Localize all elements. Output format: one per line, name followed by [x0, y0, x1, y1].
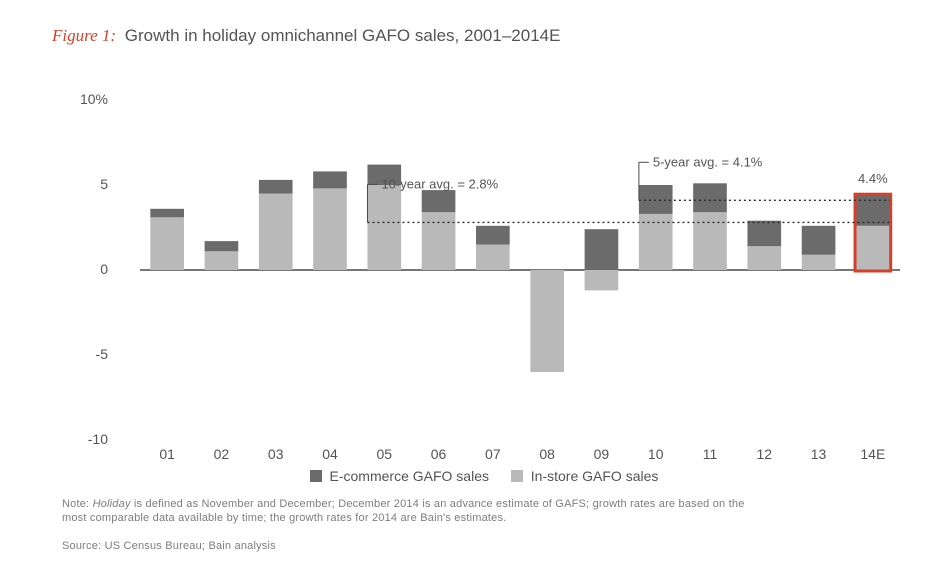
- bar-ecommerce: [585, 229, 619, 270]
- bar-ecommerce: [639, 185, 673, 214]
- x-tick-label: 05: [359, 446, 409, 462]
- bar-ecommerce: [476, 226, 510, 245]
- bar-instore: [693, 212, 727, 270]
- y-tick-label: -10: [68, 431, 108, 447]
- x-tick-label: 08: [522, 446, 572, 462]
- legend-label-instore: In-store GAFO sales: [531, 468, 659, 484]
- bar-ecommerce: [205, 241, 239, 251]
- bar-ecommerce: [422, 190, 456, 212]
- x-tick-label: 14E: [848, 446, 898, 462]
- legend-label-ecommerce: E-commerce GAFO sales: [330, 468, 489, 484]
- bar-instore: [476, 245, 510, 271]
- x-tick-label: 01: [142, 446, 192, 462]
- x-tick-label: 12: [739, 446, 789, 462]
- avg-label: 5-year avg. = 4.1%: [653, 154, 763, 169]
- x-tick-label: 09: [576, 446, 626, 462]
- y-tick-label: 0: [68, 261, 108, 277]
- highlight-label: 4.4%: [858, 171, 888, 186]
- bar-chart-svg: 4.4% 10-year avg. = 2.8% 5-year avg. = 4.1…: [120, 100, 900, 440]
- bar-ecommerce: [313, 171, 347, 188]
- bar-instore: [367, 185, 401, 270]
- legend: E-commerce GAFO sales In-store GAFO sale…: [0, 468, 950, 484]
- bar-instore: [150, 217, 184, 270]
- footnote-note-line2: most comparable data available by time; …: [62, 512, 506, 524]
- x-tick-label: 10: [631, 446, 681, 462]
- bar-instore: [205, 251, 239, 270]
- bar-instore: [856, 226, 890, 270]
- bar-instore: [530, 270, 564, 372]
- bar-instore: [747, 246, 781, 270]
- footnote-note-italic: Holiday: [93, 498, 131, 510]
- bar-ecommerce: [693, 183, 727, 212]
- y-tick-label: -5: [68, 346, 108, 362]
- avg-label: 10-year avg. = 2.8%: [381, 176, 498, 191]
- bar-ecommerce: [150, 209, 184, 218]
- bar-instore: [802, 255, 836, 270]
- bar-instore: [313, 188, 347, 270]
- figure-label: Figure 1:: [52, 26, 116, 45]
- title-line: Figure 1: Growth in holiday omnichannel …: [52, 26, 560, 46]
- footnote-note-line1: Note: Holiday is defined as November and…: [62, 498, 745, 510]
- x-tick-label: 02: [196, 446, 246, 462]
- bar-ecommerce: [747, 221, 781, 247]
- bar-instore: [422, 212, 456, 270]
- footnote-note-rest: is defined as November and December; Dec…: [131, 498, 745, 510]
- x-tick-label: 04: [305, 446, 355, 462]
- footnote-source: Source: US Census Bureau; Bain analysis: [62, 540, 276, 552]
- bar-ecommerce: [259, 180, 293, 194]
- y-tick-label: 10%: [68, 91, 108, 107]
- x-tick-label: 13: [794, 446, 844, 462]
- bar-ecommerce: [802, 226, 836, 255]
- footnote-note-label: Note:: [62, 498, 93, 510]
- x-tick-label: 06: [414, 446, 464, 462]
- chart-title: Growth in holiday omnichannel GAFO sales…: [125, 26, 561, 45]
- y-tick-label: 5: [68, 176, 108, 192]
- x-tick-label: 03: [251, 446, 301, 462]
- chart-area: 4.4% 10-year avg. = 2.8% 5-year avg. = 4.1…: [120, 100, 900, 440]
- bar-instore: [259, 194, 293, 271]
- bar-instore: [585, 270, 619, 290]
- x-tick-label: 11: [685, 446, 735, 462]
- chart-container: Figure 1: Growth in holiday omnichannel …: [0, 0, 950, 579]
- legend-swatch-instore: [511, 470, 523, 482]
- legend-swatch-ecommerce: [310, 470, 322, 482]
- x-tick-label: 07: [468, 446, 518, 462]
